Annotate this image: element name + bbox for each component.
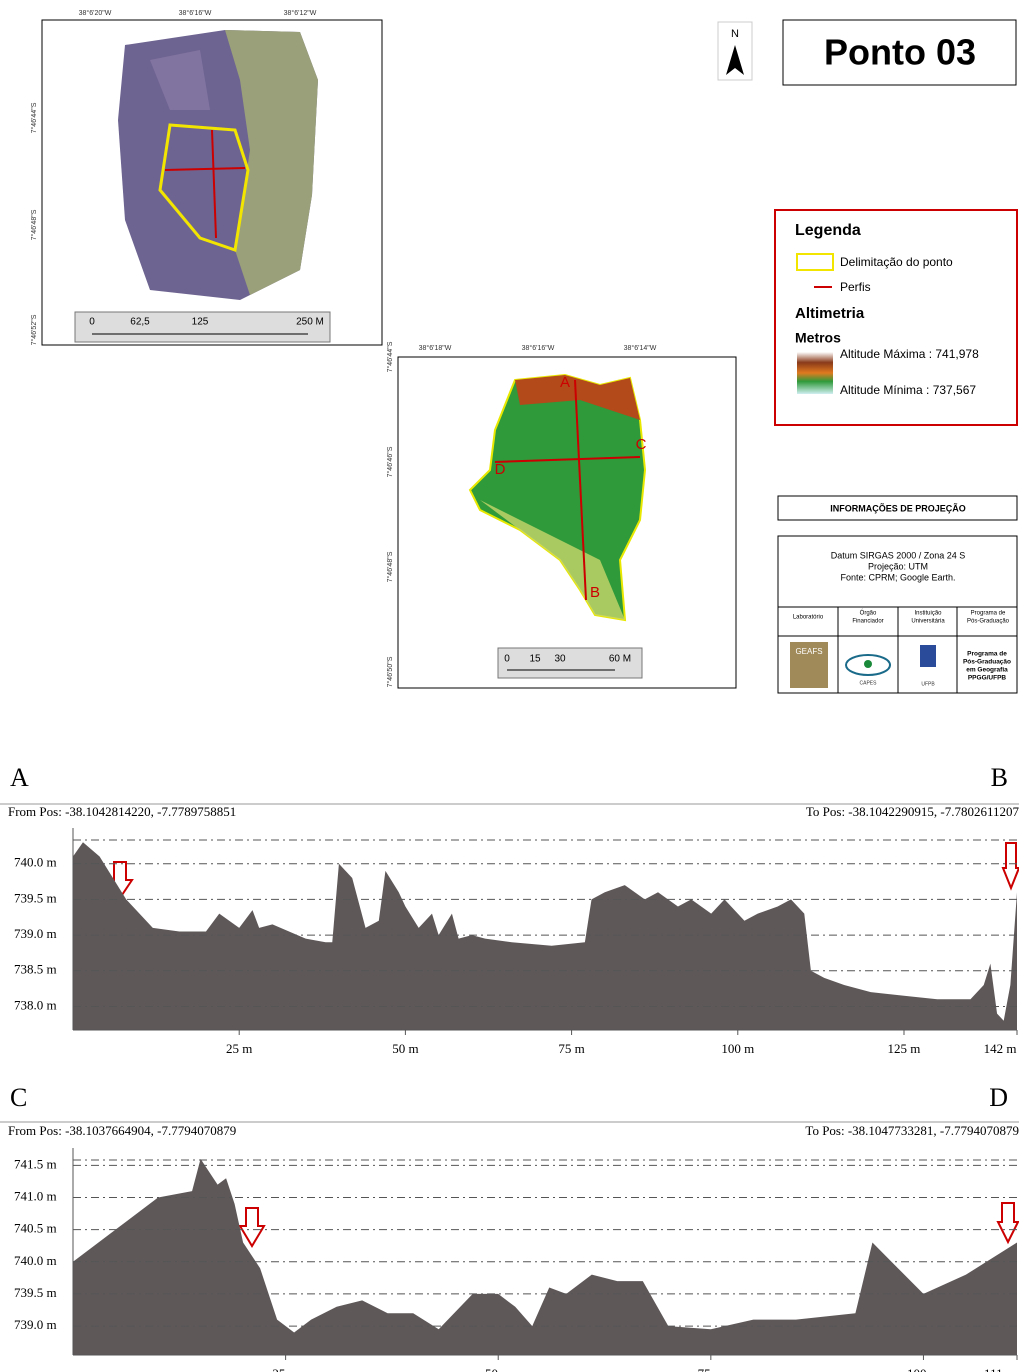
from-pos: From Pos: -38.1042814220, -7.7789758851 xyxy=(8,804,236,819)
legend-item: Delimitação do ponto xyxy=(840,255,953,269)
map-coord: 38°6'20"W xyxy=(79,9,112,17)
map-coord: 7°46'44"S xyxy=(386,341,394,372)
scale-label: 250 M xyxy=(296,317,324,328)
x-tick-label: 125 m xyxy=(888,1041,921,1056)
x-tick-label: 142 m xyxy=(984,1041,1017,1056)
scale-label: 0 xyxy=(89,317,95,328)
x-tick-label: 25 m xyxy=(272,1366,298,1372)
map-coord: 38°6'16"W xyxy=(179,9,212,17)
projection-line: Datum SIRGAS 2000 / Zona 24 S xyxy=(831,550,966,560)
legend-min: Altitude Mínima : 737,567 xyxy=(840,383,976,397)
projection-header: INFORMAÇÕES DE PROJEÇÃO xyxy=(830,503,966,513)
logo-text: GEAFS xyxy=(795,647,822,656)
x-tick-label: 25 m xyxy=(226,1041,252,1056)
program-text: PPGG/UFPB xyxy=(968,675,1007,682)
logo-text: UFPB xyxy=(921,681,935,687)
profile-letter: D xyxy=(495,461,506,478)
y-tick-label: 739.5 m xyxy=(14,1285,57,1300)
y-tick-label: 739.5 m xyxy=(14,890,57,905)
map-coord: 7°46'46"S xyxy=(386,446,394,477)
map-coord: 7°46'48"S xyxy=(30,209,38,240)
map-coord: 7°46'50"S xyxy=(386,656,394,687)
column-label: Órgão xyxy=(860,610,877,617)
column-label: Programa de xyxy=(971,611,1006,617)
map-coord: 38°6'16"W xyxy=(522,344,555,352)
scale-label: 62,5 xyxy=(130,317,150,328)
figure: N Ponto 03 Legenda Delimitação do ponto … xyxy=(0,0,1019,1372)
legend-max: Altitude Máxima : 741,978 xyxy=(840,347,979,361)
from-pos: From Pos: -38.1037664904, -7.7794070879 xyxy=(8,1123,236,1138)
profile-start: A xyxy=(10,763,29,792)
profile-start: C xyxy=(10,1083,27,1112)
scale-label: 60 M xyxy=(609,654,631,665)
profile-letter: B xyxy=(590,584,600,601)
y-tick-label: 739.0 m xyxy=(14,1317,57,1332)
column-label: Pós-Graduação xyxy=(967,619,1010,625)
y-tick-label: 739.0 m xyxy=(14,926,57,941)
program-text: Pós-Graduação xyxy=(963,659,1011,666)
y-tick-label: 740.5 m xyxy=(14,1221,57,1236)
logo-text: CAPES xyxy=(860,680,878,686)
north-label: N xyxy=(731,28,739,40)
legend-title: Legenda xyxy=(795,222,861,239)
column-label: Laboratório xyxy=(793,615,824,621)
scale-label: 30 xyxy=(554,654,566,665)
y-tick-label: 740.0 m xyxy=(14,1253,57,1268)
map-coord: 38°6'14"W xyxy=(624,344,657,352)
map-bottom xyxy=(398,357,736,688)
x-tick-label: 100 m xyxy=(721,1041,754,1056)
y-tick-label: 738.0 m xyxy=(14,997,57,1012)
x-tick-label: 50 m xyxy=(392,1041,418,1056)
x-tick-label: 75 m xyxy=(698,1366,724,1372)
title: Ponto 03 xyxy=(824,32,976,73)
to-pos: To Pos: -38.1047733281, -7.7794070879 xyxy=(805,1123,1019,1138)
program-text: em Geografia xyxy=(966,667,1008,674)
x-tick-label: 100 m xyxy=(907,1366,940,1372)
profile-letter: C xyxy=(636,436,647,453)
y-tick-label: 741.0 m xyxy=(14,1188,57,1203)
x-tick-label: 111 m xyxy=(984,1366,1016,1372)
map-coord: 7°46'52"S xyxy=(30,314,38,345)
map-top xyxy=(42,20,382,345)
map-coord: 7°46'44"S xyxy=(30,102,38,133)
scale-label: 15 xyxy=(529,654,541,665)
scale-label: 125 xyxy=(192,317,209,328)
legend-item: Perfis xyxy=(840,280,871,294)
x-tick-label: 50 m xyxy=(485,1366,511,1372)
y-tick-label: 741.5 m xyxy=(14,1156,57,1171)
column-label: Instituição xyxy=(914,611,942,617)
scale-label: 0 xyxy=(504,654,510,665)
projection-line: Projeção: UTM xyxy=(868,561,928,571)
x-tick-label: 75 m xyxy=(558,1041,584,1056)
y-tick-label: 738.5 m xyxy=(14,962,57,977)
column-label: Financiador xyxy=(852,619,883,625)
map-coord: 7°46'48"S xyxy=(386,551,394,582)
profile-end: D xyxy=(989,1083,1008,1112)
map-coord: 38°6'18"W xyxy=(419,344,452,352)
profile-letter: A xyxy=(560,374,570,391)
y-tick-label: 740.0 m xyxy=(14,855,57,870)
to-pos: To Pos: -38.1042290915, -7.7802611207 xyxy=(806,804,1019,819)
projection-line: Fonte: CPRM; Google Earth. xyxy=(840,572,955,582)
profile-end: B xyxy=(991,763,1008,792)
profile-area xyxy=(73,842,1017,1030)
map-coord: 38°6'12"W xyxy=(284,9,317,17)
column-label: Universitária xyxy=(911,619,945,625)
legend-unit: Metros xyxy=(795,330,841,346)
legend-section: Altimetria xyxy=(795,305,865,322)
program-text: Programa de xyxy=(967,651,1007,658)
logo-bg xyxy=(920,645,936,667)
legend-ramp xyxy=(797,352,833,394)
